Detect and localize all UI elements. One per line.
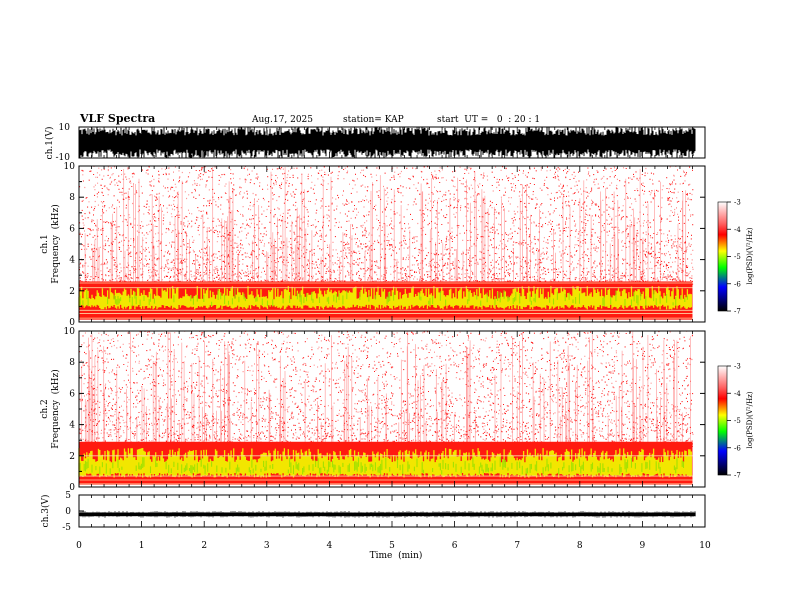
ch3-waveform-line: [78, 511, 696, 518]
freq-tick-label: 8: [69, 358, 75, 368]
ch1-channel-label: ch.1: [40, 234, 50, 253]
date-label: Aug.17, 2025: [251, 115, 313, 125]
colorbar-tick-label: -6: [734, 444, 741, 452]
time-tick-label: 1: [139, 541, 145, 551]
ch2-spectrogram-image: [78, 330, 694, 485]
ch3-waveform-trace: [78, 511, 696, 518]
freq-tick-label: 8: [69, 193, 75, 203]
time-tick-label: 5: [389, 541, 395, 551]
colorbar-tick-label: -3: [734, 199, 741, 207]
start-time-label: start UT = 0 : 20 : 1: [437, 115, 540, 125]
colorbar-tick-label: -5: [734, 253, 741, 261]
colorbar-tick-label: -4: [734, 390, 741, 398]
freq-tick-label: 6: [69, 389, 75, 399]
colorbar-tick-label: -5: [734, 417, 741, 425]
ch2-frequency-label: Frequency (kHz): [50, 369, 61, 448]
colorbar-tick-label: -7: [734, 472, 741, 480]
time-tick-label: 10: [699, 541, 711, 551]
ch2-colorbar: [717, 365, 728, 476]
ch1-waveform-ylabel: ch.1(V): [44, 127, 55, 160]
freq-tick-label: 10: [64, 162, 76, 172]
figure-title: VLF Spectra: [79, 112, 155, 125]
freq-tick-label: 0: [69, 318, 75, 328]
freq-tick-label: 0: [69, 483, 75, 493]
ch1-waveform-trace: [78, 127, 696, 158]
ch3-ytick-label: 0: [65, 507, 71, 517]
colorbar-tick-label: -6: [734, 280, 741, 288]
time-tick-label: 3: [264, 541, 270, 551]
ch1-waveform-panel: 10 -10 ch.1(V): [44, 123, 706, 163]
ch1-waveform-line: [78, 127, 696, 158]
time-tick-label: 6: [452, 541, 458, 551]
colorbar-tick-label: -4: [734, 226, 741, 234]
ch1-spectrogram-image: [78, 165, 694, 320]
ch3-ytick-label: -5: [62, 523, 71, 533]
time-tick-label: 9: [640, 541, 646, 551]
freq-tick-label: 4: [69, 421, 75, 431]
time-tick-label: 7: [514, 541, 520, 551]
time-axis-label: Time (min): [370, 550, 423, 561]
freq-tick-label: 6: [69, 224, 75, 234]
station-label: station= KAP: [343, 115, 404, 125]
time-tick-label: 0: [76, 541, 82, 551]
time-tick-label: 8: [577, 541, 583, 551]
impulsive-streaks: [81, 331, 691, 448]
time-tick-label: 4: [327, 541, 333, 551]
freq-tick-label: 2: [69, 287, 75, 297]
freq-tick-label: 2: [69, 452, 75, 462]
ch3-waveform-panel: 5 0 -5 ch.3(V): [40, 491, 706, 533]
freq-tick-label: 4: [69, 256, 75, 266]
colorbar-tick-label: -3: [734, 363, 741, 371]
time-tick-label: 2: [201, 541, 207, 551]
ch1-frequency-label: Frequency (kHz): [50, 204, 61, 283]
ch1-colorbar-label: log(PSD)(V²/Hz): [746, 227, 754, 284]
ch2-channel-label: ch.2: [40, 399, 50, 418]
freq-tick-label: 10: [64, 327, 76, 337]
ch3-ytick-label: 5: [65, 491, 71, 501]
peak-power-core: [79, 288, 688, 307]
time-axis: 0 1 2 3 4 5 6 7 8 9 10: [76, 127, 711, 551]
colorbar-tick-label: -7: [734, 308, 741, 316]
ch2-colorbar-label: log(PSD)(V²/Hz): [746, 391, 754, 448]
ch1-ytick-bottom: -10: [56, 153, 71, 163]
ch3-waveform-ylabel: ch.3(V): [40, 495, 51, 528]
ch1-colorbar: [717, 201, 728, 312]
ch1-ytick-top: 10: [59, 123, 71, 133]
